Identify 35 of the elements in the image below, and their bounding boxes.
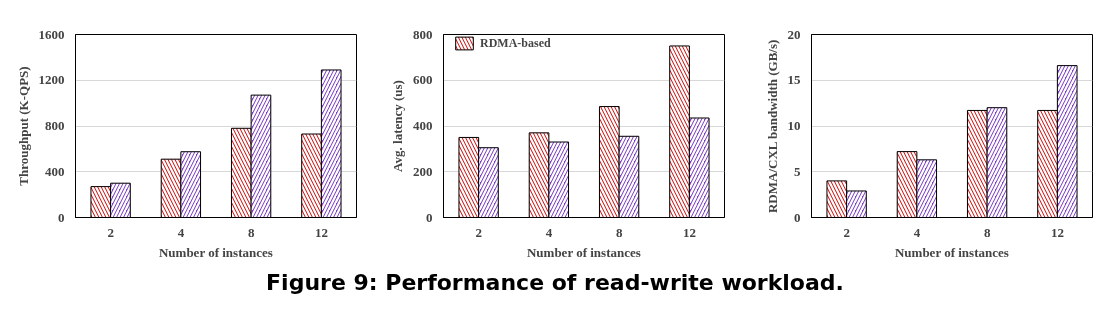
y-tick-label: 15 [787,72,801,88]
y-tick-label: 0 [794,209,801,225]
caption: Figure 9: Performance of read-write workload. [266,269,844,297]
x-tick-label: 12 [682,224,696,240]
y-tick-label: 10 [787,118,801,133]
y-tick-label: 20 [787,26,801,42]
x-tick-label: 4 [913,224,921,240]
y-tick-label: 0 [58,209,65,225]
legend-label: RDMA-based [480,35,551,51]
x-tick-label: 2 [107,224,114,240]
y-tick-label: 400 [413,118,433,133]
y-axis-title: Avg. latency (us) [390,80,405,172]
y-axis-title: RDMA/CXL bandwidth (GB/s) [764,39,780,214]
x-tick-label: 8 [615,224,623,240]
x-tick-label: 4 [545,224,553,240]
x-tick-label: 12 [1050,224,1064,240]
x-tick-label: 4 [177,224,185,240]
y-tick-label: 200 [413,163,433,179]
y-tick-label: 1200 [38,72,65,88]
x-tick-label: 8 [247,224,255,240]
y-tick-label: 1600 [38,26,65,42]
y-tick-label: 800 [45,118,65,133]
y-tick-label: 400 [45,163,65,179]
y-tick-label: 800 [413,26,433,42]
y-axis-title: Throughput (K-QPS) [15,66,31,186]
x-tick-label: 8 [983,224,991,240]
x-tick-label: 12 [314,224,328,240]
x-axis-title: Number of instances [894,244,1009,260]
x-tick-label: 2 [475,224,482,240]
x-tick-label: 2 [843,224,850,240]
x-axis-title: Number of instances [526,244,641,260]
y-tick-label: 5 [794,163,801,179]
y-tick-label: 600 [413,72,433,88]
y-tick-label: 0 [426,209,433,225]
x-axis-title: Number of instances [158,244,273,260]
